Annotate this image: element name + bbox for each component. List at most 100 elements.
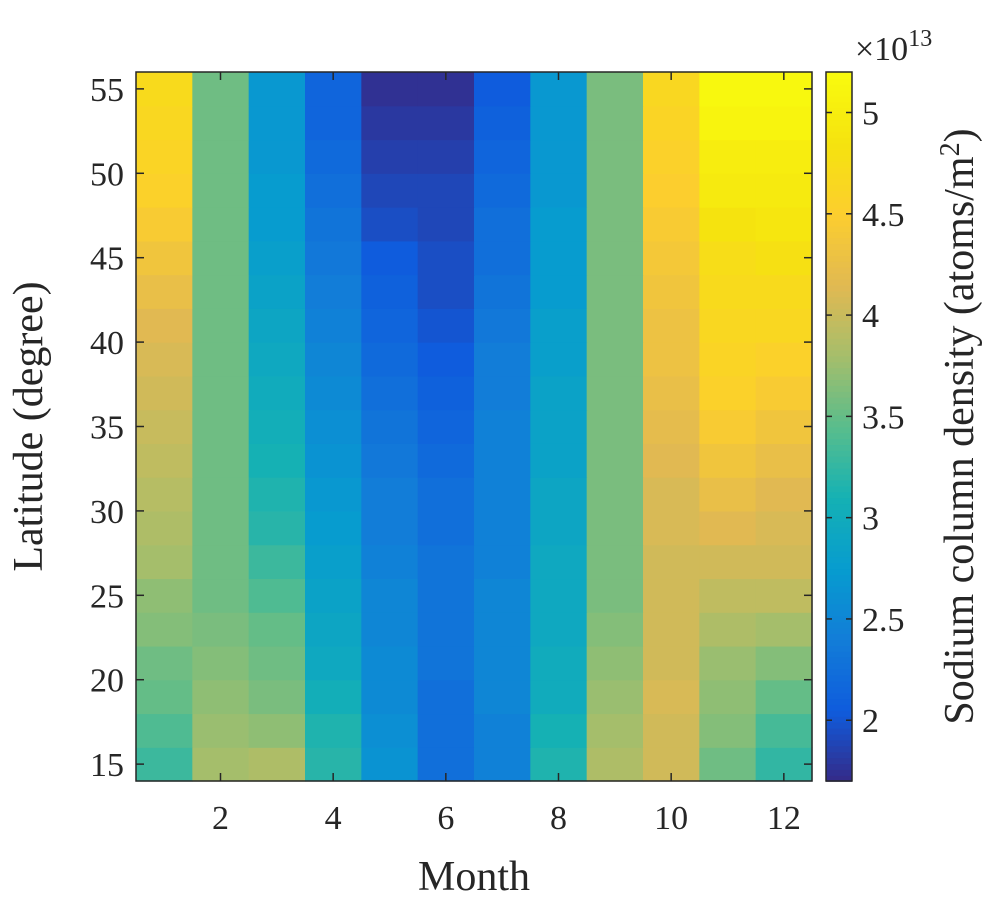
colorbar-tick-label: 4.5 [862, 197, 905, 234]
heatmap-cell [530, 105, 588, 141]
heatmap-cell [305, 477, 362, 512]
colorbar-segment [826, 136, 852, 144]
heatmap-cell [699, 240, 757, 276]
x-tick-label: 10 [654, 800, 688, 837]
y-tick-label: 30 [90, 494, 124, 531]
colorbar-segment [826, 190, 852, 197]
heatmap-cell [755, 510, 813, 546]
heatmap-cell [305, 612, 362, 647]
colorbar-segment [826, 184, 852, 191]
colorbar-segment [826, 597, 852, 605]
colorbar-segment [826, 568, 852, 576]
y-tick-label: 55 [90, 72, 124, 109]
heatmap-cell [699, 578, 757, 613]
heatmap-cell [136, 443, 193, 478]
heatmap-cell [417, 274, 475, 309]
heatmap-cell [586, 375, 644, 411]
heatmap-cell [699, 713, 757, 748]
heatmap-cell [417, 139, 475, 174]
heatmap-cell [136, 240, 193, 276]
heatmap-cell [474, 612, 531, 647]
colorbar-segment [826, 261, 852, 268]
heatmap-cell [699, 342, 757, 377]
heatmap-cell [643, 578, 700, 613]
heatmap-cell [530, 139, 588, 174]
colorbar-segment [826, 402, 852, 410]
heatmap-cell [699, 679, 757, 715]
colorbar-segment [826, 154, 852, 162]
heatmap-cell [192, 240, 250, 276]
colorbar-segment [826, 461, 852, 469]
heatmap-cell [361, 510, 419, 546]
colorbar-segment [826, 349, 852, 357]
heatmap-cell [530, 544, 588, 580]
heatmap-cell [361, 274, 419, 309]
colorbar-segment [826, 373, 852, 381]
colorbar-label-text: Sodium column density (atoms/m [937, 156, 983, 724]
heatmap-cell [755, 477, 813, 512]
colorbar-segment [826, 721, 852, 729]
heatmap-cell [474, 477, 531, 512]
heatmap-cell [643, 240, 700, 276]
colorbar-segment [826, 396, 852, 404]
colorbar-segment [826, 113, 852, 121]
heatmap-cell [361, 747, 419, 782]
heatmap-cell [305, 443, 362, 478]
colorbar-segment [826, 456, 852, 463]
colorbar-segment [826, 497, 852, 505]
y-tick-label: 15 [90, 747, 124, 784]
heatmap-cell [136, 207, 193, 242]
heatmap-cell [755, 173, 813, 208]
heatmap-cell [474, 645, 531, 681]
colorbar-segment [826, 95, 852, 103]
colorbar-segment [826, 284, 852, 292]
heatmap-cell [305, 544, 362, 580]
colorbar-segment [826, 609, 852, 617]
heatmap-cell [474, 578, 531, 613]
heatmap-cell [136, 139, 193, 174]
colorbar-segment [826, 89, 852, 97]
colorbar-segment [826, 668, 852, 676]
colorbar-segment [826, 225, 852, 233]
colorbar-segment [826, 662, 852, 670]
heatmap-cell [248, 679, 306, 715]
heatmap-cell [530, 443, 588, 478]
heatmap-cell [136, 578, 193, 613]
colorbar-segment [826, 674, 852, 682]
colorbar-segment [826, 219, 852, 227]
colorbar-tick-label: 2 [862, 703, 879, 740]
colorbar-segment [826, 556, 852, 564]
heatmap-cell [586, 207, 644, 242]
heatmap-cell [417, 645, 475, 681]
colorbar-segment [826, 337, 852, 345]
heatmap-cell [361, 443, 419, 478]
heatmap-cell [755, 240, 813, 276]
heatmap-cell [586, 679, 644, 715]
heatmap-cell [699, 612, 757, 647]
colorbar-segment [826, 757, 852, 765]
heatmap-cell [643, 679, 700, 715]
heatmap-cell [699, 510, 757, 546]
x-tick-label: 6 [437, 800, 454, 837]
colorbar-label-close: ) [937, 128, 983, 142]
heatmap-cell [136, 747, 193, 782]
colorbar-segment [826, 131, 852, 138]
heatmap-cell [305, 679, 362, 715]
heatmap-cell [417, 308, 475, 343]
heatmap-cell [136, 544, 193, 580]
heatmap-cell [192, 308, 250, 343]
colorbar-segment [826, 651, 852, 658]
colorbar-segment [826, 538, 852, 546]
colorbar-segment [826, 201, 852, 209]
heatmap-cell [248, 375, 306, 411]
heatmap-cell [136, 308, 193, 343]
y-tick-label: 20 [90, 663, 124, 700]
colorbar-segment [826, 769, 852, 776]
colorbar-segment [826, 751, 852, 759]
heatmap-cell [192, 105, 250, 141]
colorbar-segment [826, 473, 852, 481]
heatmap-cell [530, 308, 588, 343]
colorbar-segment [826, 591, 852, 599]
heatmap-cell [530, 679, 588, 715]
heatmap-cell [586, 645, 644, 681]
